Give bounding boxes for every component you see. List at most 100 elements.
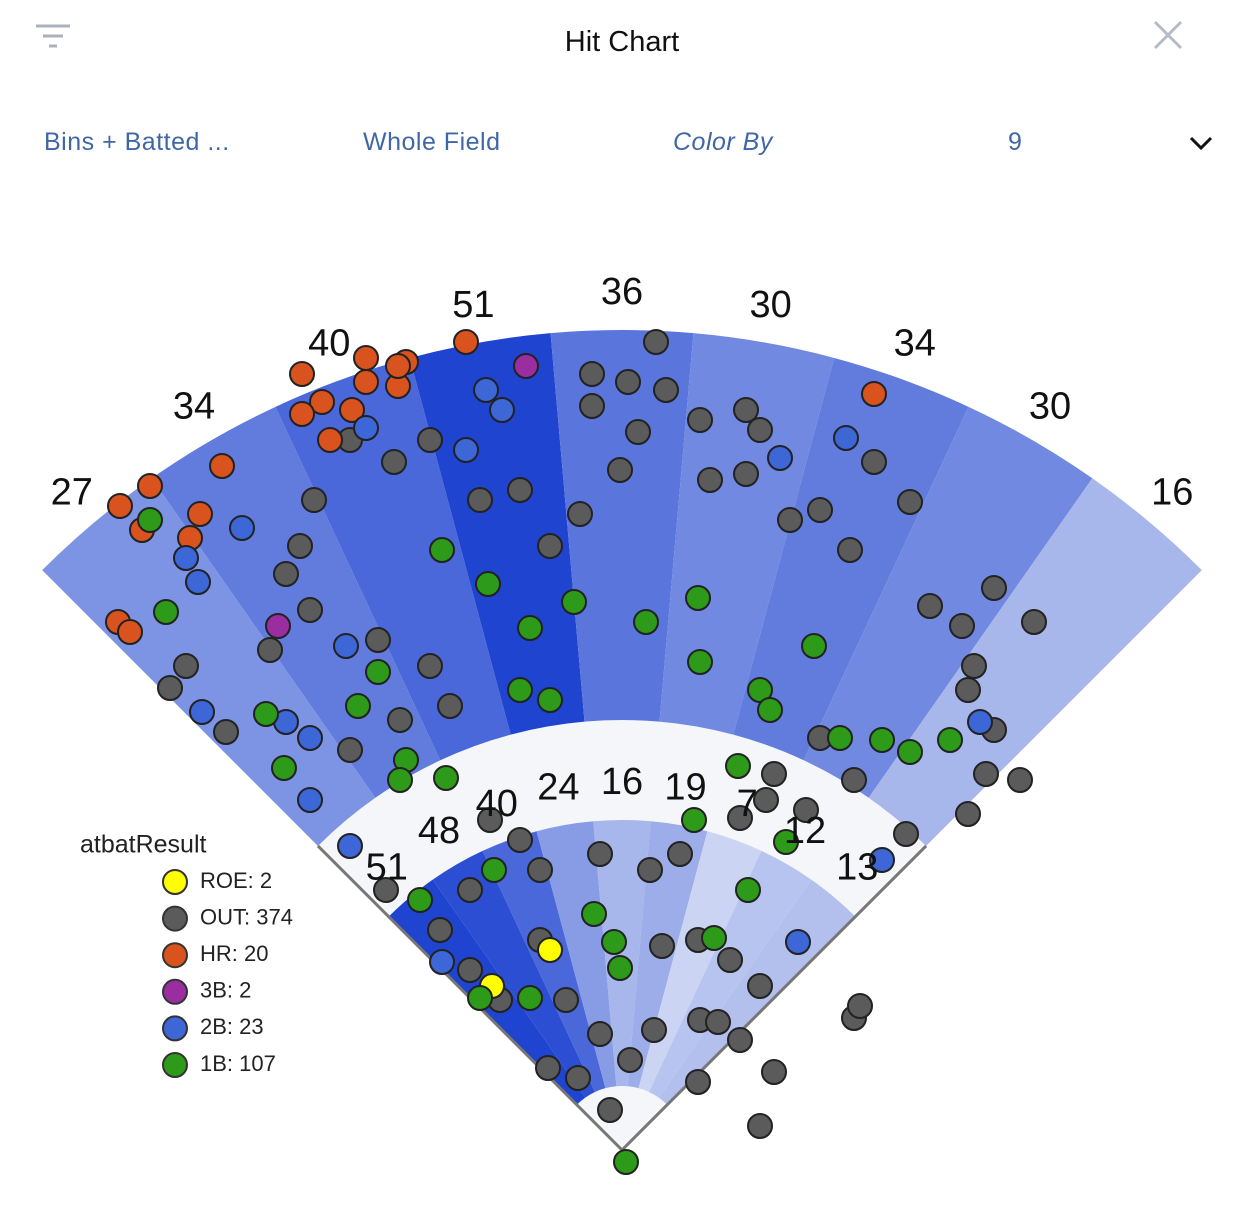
inner-bin-label: 16: [601, 761, 643, 803]
batted-ball: [773, 829, 799, 855]
batted-ball: [955, 677, 981, 703]
batted-ball: [535, 1055, 561, 1081]
batted-ball: [617, 1047, 643, 1073]
outer-bin: [659, 333, 835, 735]
legend-swatch: [162, 1052, 188, 1078]
inner-bin: [536, 821, 617, 1089]
batted-ball: [289, 401, 315, 427]
batted-ball: [381, 449, 407, 475]
batted-ball: [565, 1065, 591, 1091]
batted-ball: [747, 973, 773, 999]
batted-ball: [365, 659, 391, 685]
batted-ball: [453, 437, 479, 463]
batted-ball: [189, 699, 215, 725]
batted-ball: [705, 1009, 731, 1035]
bins-select[interactable]: 9: [1008, 128, 1023, 156]
batted-ball: [297, 725, 323, 751]
batted-ball: [861, 381, 887, 407]
batted-ball: [137, 473, 163, 499]
batted-ball: [579, 361, 605, 387]
batted-ball: [649, 933, 675, 959]
batted-ball: [613, 1149, 639, 1175]
batted-ball: [507, 477, 533, 503]
batted-ball: [937, 727, 963, 753]
batted-ball: [643, 329, 669, 355]
batted-ball: [107, 493, 133, 519]
batted-ball: [157, 675, 183, 701]
batted-ball: [761, 761, 787, 787]
batted-ball: [747, 1113, 773, 1139]
inner-bin-label: 51: [366, 847, 408, 889]
batted-ball: [685, 1069, 711, 1095]
batted-ball: [567, 501, 593, 527]
outer-bin-label: 34: [894, 323, 936, 365]
batted-ball: [827, 725, 853, 751]
batted-ball: [437, 693, 463, 719]
batted-ball: [581, 901, 607, 927]
legend-label: 3B: 2: [200, 978, 251, 1003]
batted-ball: [209, 453, 235, 479]
batted-ball: [587, 1021, 613, 1047]
batted-ball: [625, 419, 651, 445]
batted-ball: [301, 487, 327, 513]
batted-ball: [961, 653, 987, 679]
batted-ball: [537, 533, 563, 559]
batted-ball: [289, 361, 315, 387]
batted-ball: [297, 597, 323, 623]
zone-select[interactable]: Whole Field: [363, 128, 501, 156]
batted-ball: [561, 589, 587, 615]
inner-bin: [482, 831, 606, 1092]
batted-ball: [339, 397, 365, 423]
outer-bin: [275, 357, 511, 761]
legend-swatch: [162, 942, 188, 969]
batted-ball: [427, 917, 453, 943]
batted-ball: [187, 501, 213, 527]
view-select[interactable]: Bins + Batted ...: [44, 128, 230, 156]
filter-icon[interactable]: [34, 22, 72, 52]
batted-ball: [365, 627, 391, 653]
close-button[interactable]: [1152, 19, 1184, 51]
batted-ball: [733, 461, 759, 487]
batted-ball: [513, 353, 539, 379]
batted-ball: [537, 937, 563, 963]
batted-ball: [297, 787, 323, 813]
outer-bin-label: 30: [750, 284, 792, 326]
batted-ball: [717, 947, 743, 973]
foul-line: [620, 844, 928, 1152]
inner-bin-label: 40: [476, 783, 518, 825]
batted-ball: [725, 753, 751, 779]
batted-ball: [735, 877, 761, 903]
batted-ball: [833, 425, 859, 451]
batted-ball: [117, 619, 143, 645]
batted-ball: [615, 369, 641, 395]
batted-ball: [637, 857, 663, 883]
batted-ball: [785, 929, 811, 955]
dropdown-chevron[interactable]: [1188, 134, 1214, 152]
batted-ball: [273, 561, 299, 587]
batted-ball: [517, 615, 543, 641]
batted-ball: [481, 857, 507, 883]
inner-bin: [593, 820, 651, 1087]
batted-ball: [265, 613, 291, 639]
batted-ball: [757, 697, 783, 723]
batted-ball: [641, 1017, 667, 1043]
batted-ball: [687, 649, 713, 675]
batted-ball: [917, 593, 943, 619]
batted-ball: [955, 801, 981, 827]
batted-ball: [747, 417, 773, 443]
batted-ball: [1007, 767, 1033, 793]
batted-ball: [869, 727, 895, 753]
color-by-select[interactable]: Color By: [673, 128, 773, 156]
batted-ball: [467, 985, 493, 1011]
batted-ball: [761, 1059, 787, 1085]
inner-bin-label: 12: [784, 810, 826, 852]
batted-ball: [429, 949, 455, 975]
batted-ball: [807, 497, 833, 523]
batted-ball: [687, 407, 713, 433]
batted-ball: [537, 687, 563, 713]
batted-ball: [287, 533, 313, 559]
batted-ball: [185, 569, 211, 595]
legend-label: HR: 20: [200, 941, 268, 966]
batted-ball: [213, 719, 239, 745]
